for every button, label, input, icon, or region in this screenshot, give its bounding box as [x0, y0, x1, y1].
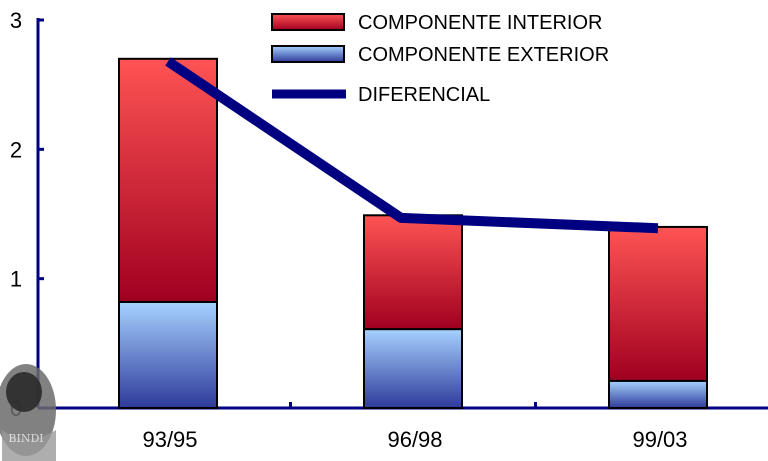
diferencial-line: [165, 57, 659, 234]
x-tick-label: 93/95: [142, 427, 197, 452]
y-tick-labels: 0123: [10, 8, 22, 421]
x-tick-labels: 93/95 96/98 99/03: [142, 427, 687, 452]
bar-interior-3: [608, 225, 708, 382]
x-tick-label: 96/98: [387, 427, 442, 452]
bar-exterior-2: [363, 328, 463, 409]
watermark-text: BINDI: [8, 432, 43, 445]
watermark-emblem-head: [6, 372, 42, 412]
bar-interior-1: [118, 57, 218, 303]
y-tick-label: 2: [10, 137, 22, 162]
watermark-logo: BINDI: [0, 364, 56, 461]
bars: [118, 57, 708, 409]
x-tick-label: 99/03: [632, 427, 687, 452]
legend-label: DIFERENCIAL: [358, 84, 490, 106]
legend-swatch-exterior: [271, 45, 345, 63]
watermark-emblem-base: [2, 430, 56, 461]
y-tick-label: 1: [10, 267, 22, 292]
y-tick-label: 3: [10, 8, 22, 33]
legend-swatch-interior: [271, 13, 345, 31]
legend-label: COMPONENTE EXTERIOR: [358, 44, 609, 66]
legend: COMPONENTE INTERIOR COMPONENTE EXTERIOR DI…: [271, 12, 609, 106]
legend-label: COMPONENTE INTERIOR: [358, 12, 602, 34]
bar-exterior-3: [608, 379, 708, 409]
bar-exterior-1: [118, 300, 218, 409]
bar-interior-2: [363, 214, 463, 331]
